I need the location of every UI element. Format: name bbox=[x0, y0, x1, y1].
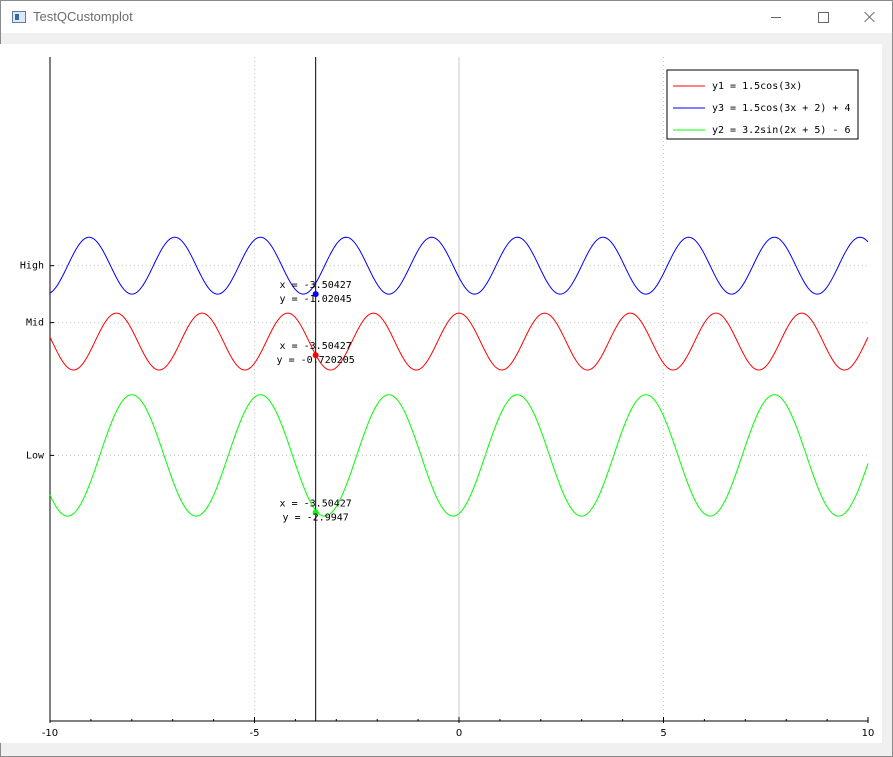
tracer-x-label: x = -3.50427 bbox=[280, 280, 352, 291]
tracer-point-y1 bbox=[312, 352, 319, 359]
app-icon bbox=[12, 11, 26, 23]
x-tick-label: -5 bbox=[250, 728, 260, 739]
x-tick-label: 0 bbox=[456, 728, 462, 739]
maximize-icon bbox=[817, 11, 829, 23]
tracer-point-y2 bbox=[312, 509, 319, 516]
tracer-y-label: y = -1.02045 bbox=[280, 294, 352, 305]
plot-area[interactable]: -10 -5 0 5 10 High Mid Low x = -3.50427 y = -1.02… bbox=[9, 44, 882, 743]
series-line-y1 bbox=[49, 312, 869, 371]
tracer-x-label: x = -3.50427 bbox=[280, 341, 352, 352]
x-tick-label: 5 bbox=[660, 728, 666, 739]
minimize-button[interactable] bbox=[753, 1, 799, 33]
tracer-point-y3 bbox=[312, 291, 319, 298]
background-window-edge bbox=[0, 44, 9, 743]
series-line-y2 bbox=[49, 394, 869, 517]
series-line-y3 bbox=[49, 236, 869, 295]
tracer-y-label: y = -2.9947 bbox=[283, 512, 349, 523]
y-tick-label: High bbox=[20, 261, 44, 272]
y-tick-label: Low bbox=[26, 450, 45, 461]
window-title: TestQCustomplot bbox=[33, 9, 133, 24]
x-tick-label: -10 bbox=[42, 728, 58, 739]
x-tick-label: 10 bbox=[862, 728, 875, 739]
legend-label: y2 = 3.2sin(2x + 5) - 6 bbox=[712, 125, 850, 136]
tracer-y-label: y = -0.720205 bbox=[277, 355, 355, 366]
chart-canvas[interactable]: -10 -5 0 5 10 High Mid Low x = -3.50427 y = -1.02… bbox=[9, 44, 882, 743]
legend-label: y3 = 1.5cos(3x + 2) + 4 bbox=[712, 103, 850, 114]
title-bar[interactable]: TestQCustomplot bbox=[1, 1, 892, 33]
close-icon bbox=[864, 11, 876, 23]
minimize-icon bbox=[771, 16, 781, 18]
legend-label: y1 = 1.5cos(3x) bbox=[712, 81, 802, 92]
maximize-button[interactable] bbox=[800, 1, 846, 33]
y-tick-label: Mid bbox=[26, 318, 44, 329]
legend-box bbox=[666, 69, 859, 140]
close-button[interactable] bbox=[847, 1, 893, 33]
tracer-x-label: x = -3.50427 bbox=[280, 498, 352, 509]
